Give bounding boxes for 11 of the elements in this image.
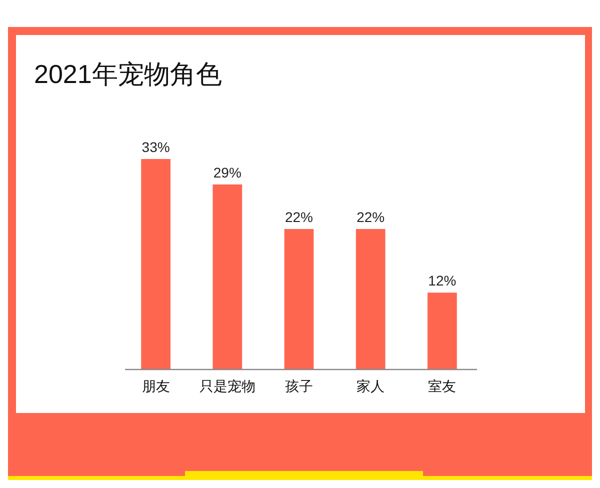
x-tick-label: 家人 bbox=[356, 378, 385, 394]
title: 2021年宠物角色 bbox=[34, 59, 222, 89]
x-tick-label: 朋友 bbox=[142, 378, 170, 394]
data-label: 22% bbox=[284, 209, 314, 225]
data-label: 33% bbox=[142, 139, 170, 155]
data-label: 29% bbox=[213, 164, 242, 180]
x-tick-label: 孩子 bbox=[285, 378, 313, 394]
x-tick-label: 只是宠物 bbox=[199, 378, 256, 394]
data-label: 22% bbox=[356, 209, 385, 225]
data-label: 12% bbox=[428, 272, 456, 289]
x-tick-label: 室友 bbox=[428, 378, 456, 394]
